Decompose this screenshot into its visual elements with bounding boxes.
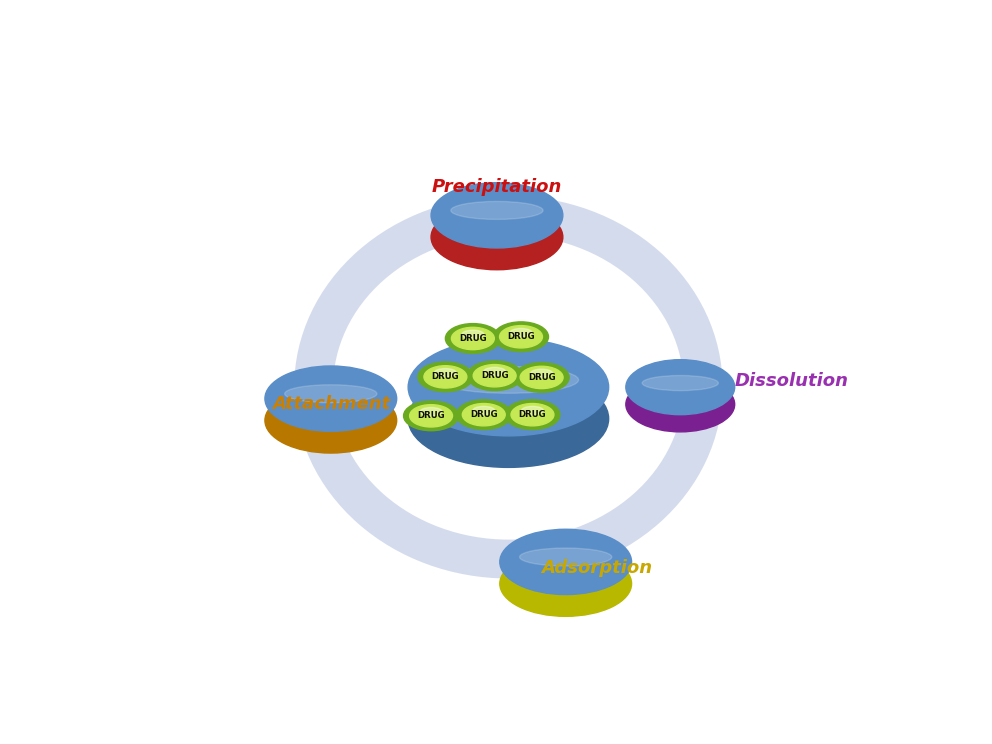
Ellipse shape bbox=[410, 405, 452, 427]
Ellipse shape bbox=[522, 406, 544, 414]
Ellipse shape bbox=[484, 368, 506, 376]
Ellipse shape bbox=[510, 328, 532, 337]
Ellipse shape bbox=[404, 401, 458, 431]
Ellipse shape bbox=[500, 529, 632, 594]
Ellipse shape bbox=[473, 406, 495, 414]
Ellipse shape bbox=[445, 324, 500, 353]
Ellipse shape bbox=[473, 365, 516, 387]
Ellipse shape bbox=[467, 361, 522, 391]
Text: DRUG: DRUG bbox=[432, 372, 459, 382]
Ellipse shape bbox=[493, 322, 549, 352]
Ellipse shape bbox=[265, 366, 397, 432]
Ellipse shape bbox=[285, 385, 377, 403]
Ellipse shape bbox=[432, 205, 562, 270]
Ellipse shape bbox=[450, 202, 543, 219]
Ellipse shape bbox=[462, 330, 484, 339]
Ellipse shape bbox=[456, 400, 511, 429]
Text: DRUG: DRUG bbox=[481, 371, 509, 380]
Ellipse shape bbox=[626, 377, 735, 432]
Ellipse shape bbox=[432, 183, 562, 248]
Ellipse shape bbox=[424, 366, 467, 388]
Ellipse shape bbox=[626, 359, 735, 414]
Ellipse shape bbox=[265, 388, 397, 453]
Ellipse shape bbox=[505, 400, 559, 429]
Ellipse shape bbox=[514, 362, 569, 392]
Text: DRUG: DRUG bbox=[507, 333, 535, 341]
Text: DRUG: DRUG bbox=[528, 373, 556, 382]
Text: DRUG: DRUG bbox=[459, 334, 487, 343]
Ellipse shape bbox=[408, 339, 609, 436]
Ellipse shape bbox=[408, 370, 609, 467]
Text: DRUG: DRUG bbox=[470, 410, 498, 419]
Ellipse shape bbox=[520, 548, 612, 566]
Ellipse shape bbox=[451, 327, 494, 350]
Text: Dissolution: Dissolution bbox=[735, 373, 849, 391]
Ellipse shape bbox=[418, 362, 473, 392]
Text: DRUG: DRUG bbox=[519, 410, 547, 419]
Text: Adsorption: Adsorption bbox=[542, 559, 653, 577]
Ellipse shape bbox=[511, 403, 554, 426]
Ellipse shape bbox=[531, 369, 553, 377]
Ellipse shape bbox=[462, 403, 505, 426]
Ellipse shape bbox=[500, 551, 632, 616]
Ellipse shape bbox=[438, 367, 578, 394]
Ellipse shape bbox=[500, 326, 543, 348]
Text: DRUG: DRUG bbox=[418, 411, 444, 420]
Ellipse shape bbox=[520, 366, 563, 388]
Ellipse shape bbox=[642, 376, 718, 391]
Ellipse shape bbox=[420, 408, 442, 416]
Text: Attachment: Attachment bbox=[272, 395, 390, 414]
Text: Precipitation: Precipitation bbox=[432, 178, 562, 196]
Ellipse shape bbox=[434, 368, 456, 377]
